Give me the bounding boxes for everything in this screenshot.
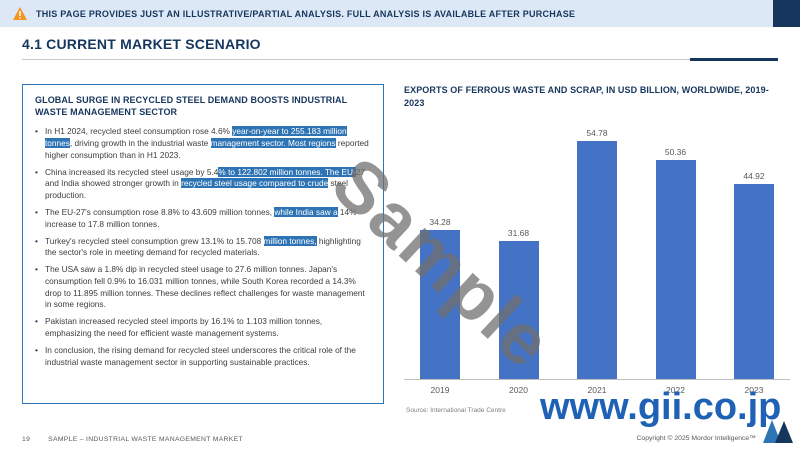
banner-end-block <box>773 0 800 27</box>
analysis-heading: GLOBAL SURGE IN RECYCLED STEEL DEMAND BO… <box>35 95 348 118</box>
title-divider <box>22 58 778 61</box>
page-title: 4.1 CURRENT MARKET SCENARIO <box>22 36 261 52</box>
x-axis-label: 2021 <box>587 385 607 395</box>
bar-group: 54.78 <box>569 128 625 379</box>
bullet-item: Turkey's recycled steel consumption grew… <box>35 235 371 260</box>
bar <box>577 141 617 379</box>
bar-value-label: 34.28 <box>429 217 451 227</box>
warning-icon <box>13 7 27 20</box>
bar-group: 34.28 <box>412 217 468 379</box>
bullet-item: The USA saw a 1.8% dip in recycled steel… <box>35 264 371 311</box>
copyright: Copyright © 2025 Mordor Intelligence™ <box>636 435 756 442</box>
x-axis-label: 2023 <box>744 385 764 395</box>
notice-banner: THIS PAGE PROVIDES JUST AN ILLUSTRATIVE/… <box>0 0 800 27</box>
bar-value-label: 44.92 <box>743 171 765 181</box>
chart-x-labels: 2019 2020 2021 2022 2023 <box>404 385 790 395</box>
page-number: 19 <box>22 436 31 443</box>
bullet-item: In conclusion, the rising demand for rec… <box>35 345 371 369</box>
bar <box>498 241 539 379</box>
chart-source: Source: International Trade Centre <box>406 407 506 414</box>
bar-group: 44.92 <box>726 171 782 379</box>
footer-label: SAMPLE – INDUSTRIAL WASTE MANAGEMENT MAR… <box>48 436 243 443</box>
analysis-panel: GLOBAL SURGE IN RECYCLED STEEL DEMAND BO… <box>22 84 384 404</box>
bar-value-label: 31.68 <box>507 228 530 238</box>
bullet-item: In H1 2024, recycled steel consumption r… <box>35 126 371 161</box>
bullet-list: In H1 2024, recycled steel consumption r… <box>35 126 371 368</box>
bar <box>655 160 696 379</box>
chart-title: EXPORTS OF FERROUS WASTE AND SCRAP, IN U… <box>404 85 769 108</box>
chart-bars: 34.28 31.68 54.78 50.36 44.92 <box>404 120 790 380</box>
footer: 19 SAMPLE – INDUSTRIAL WASTE MANAGEMENT … <box>22 436 243 443</box>
x-axis-label: 2019 <box>430 385 450 395</box>
bar-group: 50.36 <box>648 147 704 379</box>
bar-value-label: 50.36 <box>664 147 687 157</box>
bullet-item: Pakistan increased recycled steel import… <box>35 316 371 340</box>
bullet-item: The EU-27's consumption rose 8.8% to 43.… <box>35 206 371 231</box>
bar <box>734 184 774 379</box>
x-axis-label: 2020 <box>509 385 528 395</box>
notice-text: THIS PAGE PROVIDES JUST AN ILLUSTRATIVE/… <box>36 8 576 19</box>
bar <box>420 230 460 379</box>
bar-group: 31.68 <box>491 228 547 379</box>
bullet-item: China increased its recycled steel usage… <box>35 166 371 202</box>
x-axis-label: 2022 <box>666 385 685 395</box>
bar-value-label: 54.78 <box>586 128 608 138</box>
mordor-intelligence-logo <box>761 417 795 448</box>
